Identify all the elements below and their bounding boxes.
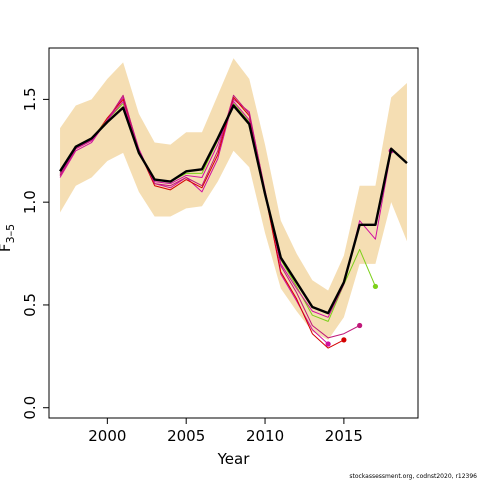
- series-layer: [59, 94, 408, 349]
- y-tick-label-3: 1.5: [21, 87, 39, 111]
- x-tick-label-2010: 2010: [246, 427, 284, 445]
- y-axis-title-main: F: [0, 243, 14, 252]
- confidence-band: [60, 58, 407, 340]
- y-tick-label-1: 0.5: [21, 293, 39, 317]
- plot-frame: [48, 47, 419, 419]
- x-axis-title: Year: [217, 450, 251, 468]
- retro-endpoint-1: [325, 341, 331, 347]
- y-tick-label-2: 1.0: [21, 190, 39, 214]
- retro-endpoint-4: [372, 283, 379, 290]
- y-axis-title: F3–5: [0, 224, 17, 252]
- retro-endpoint-3: [357, 322, 363, 329]
- main-series-line: [59, 104, 408, 315]
- x-tick-label-2000: 2000: [88, 427, 126, 445]
- retro-series-line-2: [59, 96, 345, 349]
- retro-endpoint-2: [341, 337, 347, 343]
- confidence-band-layer: [60, 58, 407, 340]
- y-axis-title-subscript: 3–5: [4, 224, 17, 244]
- x-tick-label-2005: 2005: [167, 427, 205, 445]
- credit-text: stockassessment.org, codnst2020, r12396: [349, 473, 477, 480]
- axes-layer: 2000 2005 2010 2015 0.0 0.5 1.0 1.5: [21, 87, 363, 445]
- y-tick-label-0: 0.0: [21, 396, 39, 420]
- retro-series-line-3: [59, 94, 360, 339]
- x-tick-label-2015: 2015: [325, 427, 363, 445]
